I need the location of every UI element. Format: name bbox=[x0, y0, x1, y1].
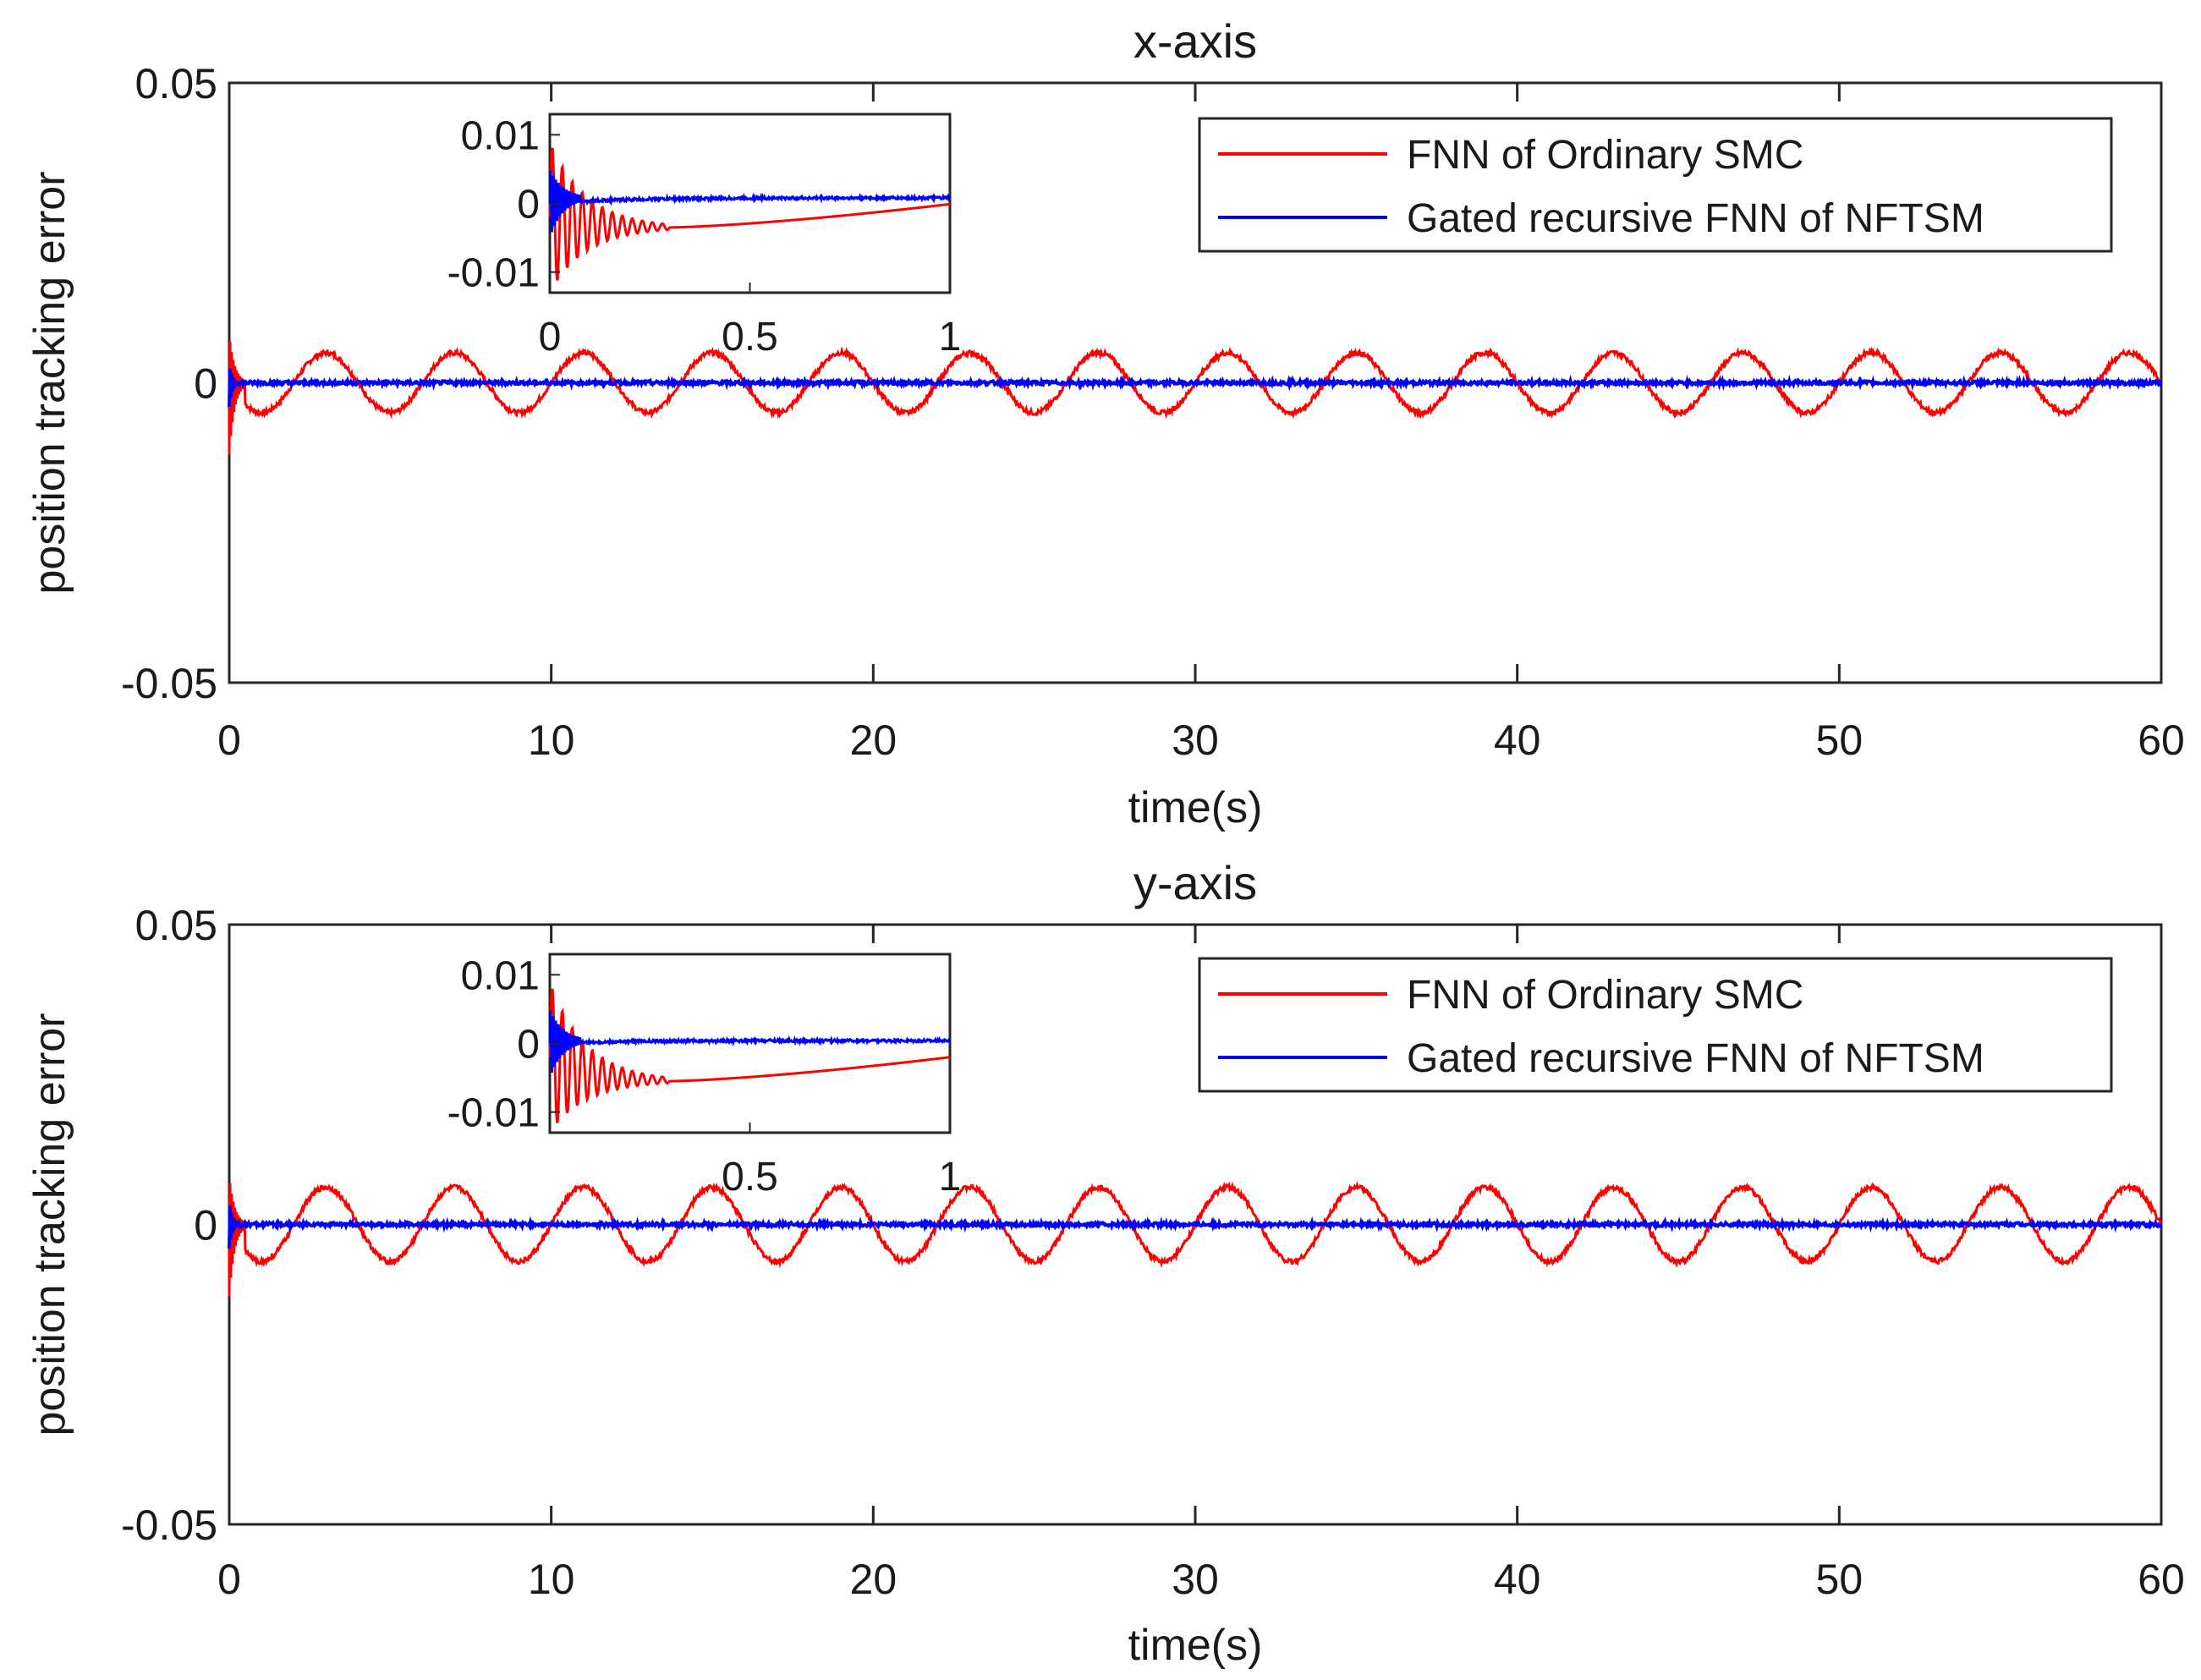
x-tick-label: 20 bbox=[850, 1556, 897, 1603]
inset-x-tick-label: 0.5 bbox=[722, 1155, 778, 1200]
legend: FNN of Ordinary SMC Gated recursive FNN o… bbox=[1198, 117, 2113, 253]
x-tick-label: 30 bbox=[1172, 1556, 1219, 1603]
x-axis-label: time(s) bbox=[1128, 1621, 1263, 1670]
y-tick-label: 0.05 bbox=[135, 902, 217, 949]
x-tick-label: 10 bbox=[528, 716, 575, 764]
legend-box bbox=[1198, 957, 2113, 1093]
y-tick-label: 0 bbox=[194, 1202, 217, 1249]
legend-label-2: Gated recursive FNN of NFTSM bbox=[1407, 1036, 1984, 1081]
chart-title: x-axis bbox=[1133, 14, 1257, 68]
inset-y-tick-label: -0.01 bbox=[447, 251, 540, 296]
series-line-nftsm bbox=[228, 1205, 2163, 1249]
inset-x-tick-label: 1 bbox=[939, 315, 962, 360]
x-tick-label: 60 bbox=[2138, 1556, 2185, 1603]
y-tick-label: 0 bbox=[194, 360, 217, 408]
x-tick-label: 50 bbox=[1816, 716, 1863, 764]
inset-chart: 0.01 0 -0.01 0 0.5 1 bbox=[447, 113, 962, 360]
legend: FNN of Ordinary SMC Gated recursive FNN o… bbox=[1198, 957, 2113, 1093]
x-tick-label: 50 bbox=[1816, 1556, 1863, 1603]
x-tick-label: 30 bbox=[1172, 716, 1219, 764]
inset-x-tick-label: 0.5 bbox=[722, 315, 778, 360]
x-tick-label: 0 bbox=[217, 1556, 241, 1603]
x-tick-label: 40 bbox=[1494, 716, 1541, 764]
inset-y-tick-label: 0.01 bbox=[461, 953, 540, 998]
legend-label-2: Gated recursive FNN of NFTSM bbox=[1407, 196, 1984, 241]
x-tick-label: 60 bbox=[2138, 716, 2185, 764]
inset-series-nftsm bbox=[548, 170, 952, 233]
y-axis-label: position tracking error bbox=[25, 1013, 74, 1436]
inset-y-tick-label: 0.01 bbox=[461, 113, 540, 158]
x-tick-label: 10 bbox=[528, 1556, 575, 1603]
inset-series-nftsm bbox=[548, 1010, 952, 1073]
legend-label-1: FNN of Ordinary SMC bbox=[1407, 133, 1803, 178]
inset-x-tick-label: 1 bbox=[939, 1155, 962, 1200]
chart-title: y-axis bbox=[1133, 856, 1257, 909]
legend-box bbox=[1198, 117, 2113, 253]
inset-plot-area bbox=[548, 113, 952, 294]
series-line-nftsm bbox=[228, 368, 2162, 407]
inset-y-tick-label: 0 bbox=[517, 1023, 540, 1068]
inset-y-tick-label: -0.01 bbox=[447, 1091, 540, 1136]
inset-y-tick-label: 0 bbox=[517, 183, 540, 228]
inset-x-tick-label: 0 bbox=[539, 315, 562, 360]
inset-series-ordinary-smc bbox=[548, 147, 951, 281]
y-axis-label: position tracking error bbox=[25, 172, 74, 595]
y-tick-label: 0.05 bbox=[135, 60, 217, 107]
x-tick-label: 0 bbox=[217, 716, 241, 764]
x-tick-label: 40 bbox=[1494, 1556, 1541, 1603]
y-tick-label: -0.05 bbox=[121, 1502, 217, 1549]
x-axis-label: time(s) bbox=[1128, 783, 1263, 832]
inset-series-ordinary-smc bbox=[548, 988, 951, 1123]
legend-label-1: FNN of Ordinary SMC bbox=[1407, 973, 1803, 1018]
y-tick-label: -0.05 bbox=[121, 660, 217, 707]
inset-chart: 0.01 0 -0.01 0.5 1 bbox=[447, 953, 962, 1200]
x-tick-label: 20 bbox=[850, 716, 897, 764]
